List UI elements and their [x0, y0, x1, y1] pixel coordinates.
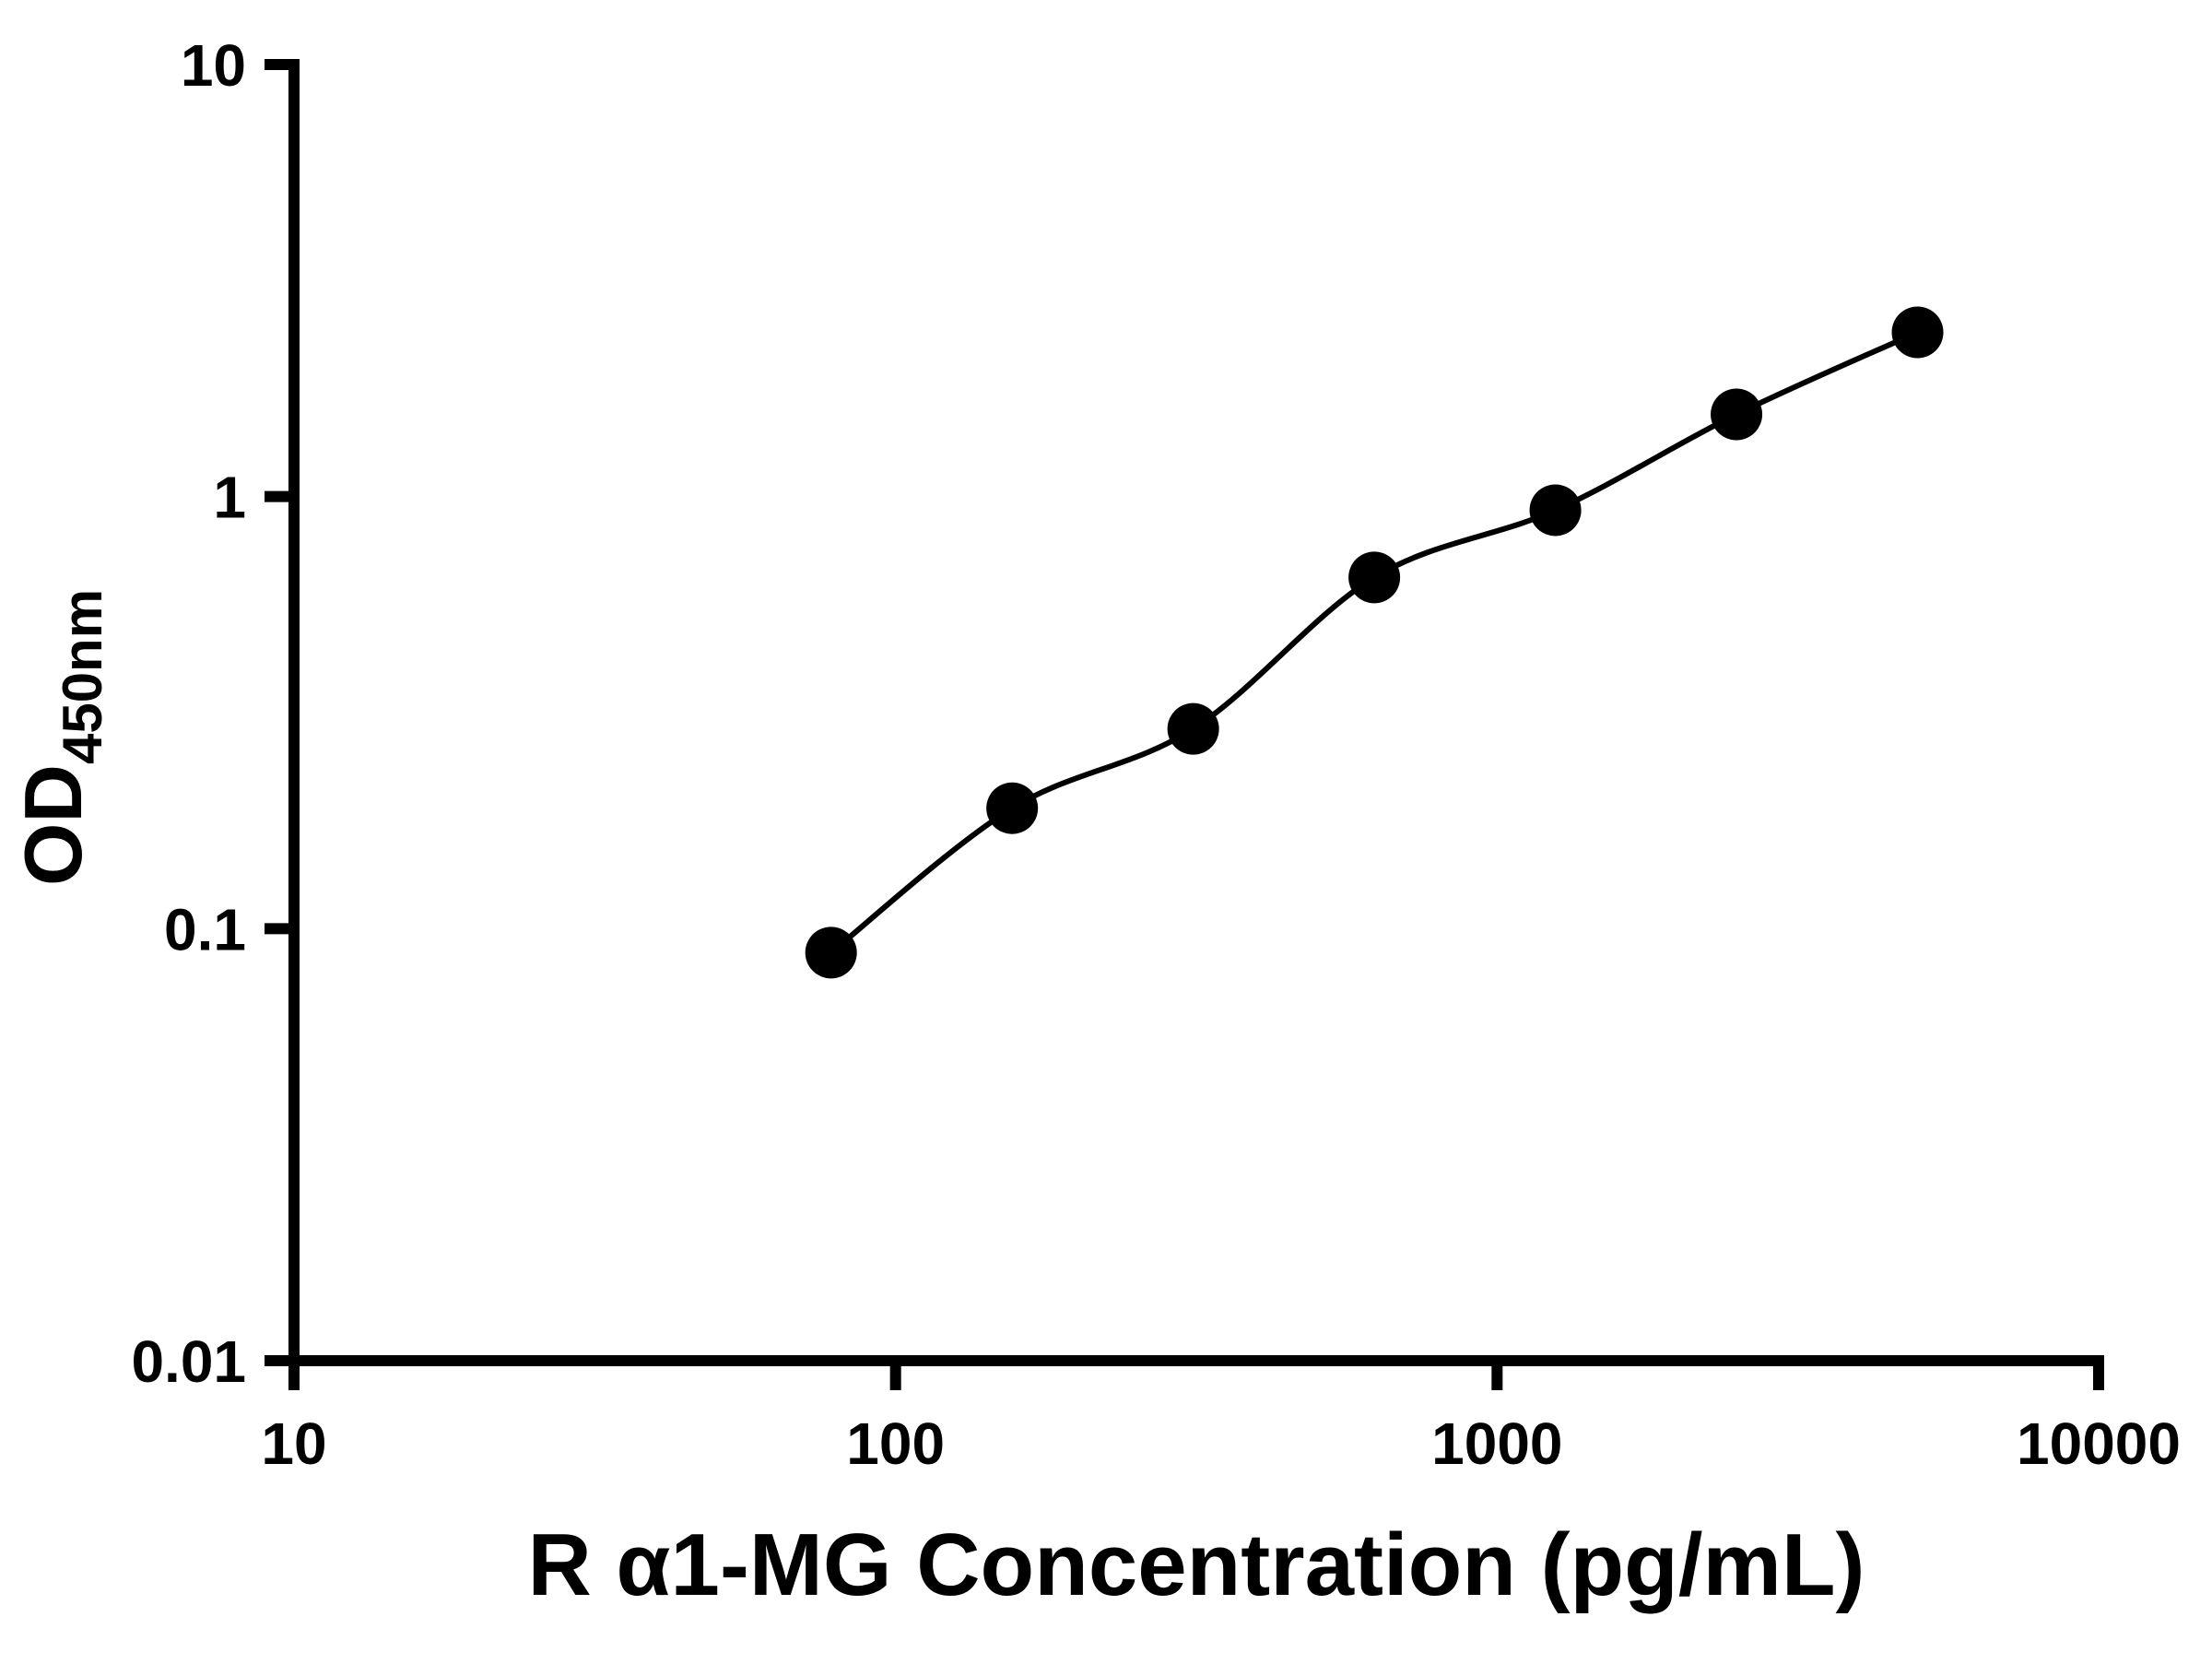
y-axis-label: OD450nm	[7, 589, 113, 886]
x-tick-label: 10	[261, 1410, 326, 1477]
data-point	[986, 782, 1039, 834]
y-tick-label: 0.01	[131, 1328, 246, 1395]
x-tick-label: 1000	[1431, 1410, 1562, 1477]
data-point	[1167, 702, 1219, 755]
y-axis-label-sub: 450nm	[52, 589, 113, 764]
x-tick-label: 10000	[2017, 1410, 2181, 1477]
data-point	[1529, 484, 1582, 537]
y-tick-label: 0.1	[164, 896, 246, 962]
data-point	[1348, 551, 1401, 604]
data-point	[1711, 388, 1763, 441]
x-axis-label: R α1-MG Concentration (pg/mL)	[528, 1516, 1865, 1614]
x-tick-label: 100	[846, 1410, 945, 1477]
y-tick-label: 1	[213, 465, 246, 531]
data-point	[805, 926, 857, 979]
data-point	[1891, 306, 1944, 359]
y-tick-label: 10	[181, 32, 246, 99]
plot-area: 10 100 1000 10000 10 1 0.1 0.01	[131, 32, 2181, 1477]
y-axis-label-main: OD	[7, 764, 99, 886]
